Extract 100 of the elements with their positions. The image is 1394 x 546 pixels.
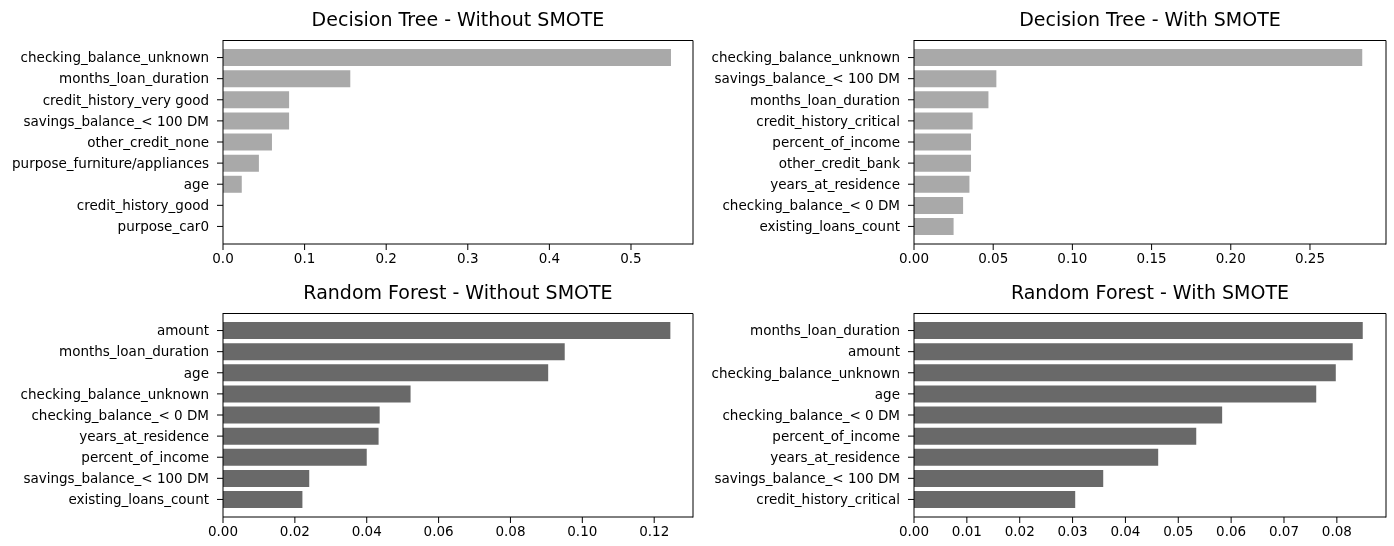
bar (223, 427, 379, 445)
bar (223, 385, 411, 403)
x-tick-label: 0.06 (423, 522, 454, 539)
bar (223, 448, 367, 466)
y-tick-label: other_credit_none (87, 133, 209, 150)
y-tick-label: purpose_furniture/appliances (12, 154, 209, 171)
y-tick-label: years_at_residence (770, 449, 900, 466)
bar (223, 49, 671, 67)
bar (914, 469, 1104, 487)
bar (223, 322, 671, 340)
y-tick-label: savings_balance_< 100 DM (23, 112, 209, 129)
x-tick-label: 0.10 (1057, 249, 1088, 266)
bar (914, 175, 970, 193)
y-tick-label: savings_balance_< 100 DM (714, 70, 900, 87)
x-tick-label: 0.02 (1004, 522, 1035, 539)
y-tick-label: age (183, 364, 209, 381)
bar (223, 364, 549, 382)
bar (914, 427, 1197, 445)
bar (223, 343, 565, 361)
y-tick-label: months_loan_duration (59, 343, 209, 360)
y-tick-label: savings_balance_< 100 DM (23, 470, 209, 487)
y-tick-label: savings_balance_< 100 DM (714, 470, 900, 487)
x-tick-label: 0.25 (1294, 249, 1325, 266)
x-tick-label: 0.00 (898, 249, 930, 266)
y-tick-label: amount (847, 343, 900, 360)
x-tick-label: 0.00 (898, 522, 930, 539)
y-tick-label: credit_history_very good (42, 91, 209, 108)
x-tick-label: 0.08 (1321, 522, 1352, 539)
bar (223, 491, 303, 508)
bar (223, 469, 310, 487)
x-tick-label: 0.07 (1268, 522, 1300, 539)
y-tick-label: checking_balance_unknown (711, 49, 900, 66)
y-tick-label: amount (156, 322, 209, 339)
y-tick-label: existing_loans_count (68, 491, 209, 508)
x-tick-label: 0.12 (639, 522, 670, 539)
bar (223, 112, 290, 130)
y-tick-label: checking_balance_< 0 DM (722, 406, 900, 423)
y-tick-label: months_loan_duration (59, 70, 209, 87)
chart-title: Random Forest - Without SMOTE (302, 281, 614, 303)
y-tick-label: years_at_residence (770, 176, 900, 193)
y-tick-label: credit_history_critical (756, 491, 900, 508)
bar (914, 218, 954, 235)
y-tick-label: purpose_car0 (117, 218, 209, 235)
x-tick-label: 0.05 (978, 249, 1009, 266)
bar (223, 133, 272, 151)
x-tick-label: 0.00 (207, 522, 239, 539)
bar (914, 91, 989, 109)
x-tick-label: 0.0 (212, 249, 234, 266)
bar (914, 364, 1336, 382)
x-tick-label: 0.5 (620, 249, 642, 266)
y-tick-label: months_loan_duration (750, 322, 900, 339)
y-tick-label: credit_history_good (76, 197, 209, 214)
bar (914, 448, 1159, 466)
bar (914, 133, 972, 151)
bar (914, 49, 1363, 67)
bar (223, 175, 242, 193)
bar (914, 406, 1223, 424)
y-tick-label: percent_of_income (81, 449, 209, 466)
bar (223, 154, 259, 172)
y-tick-label: existing_loans_count (759, 218, 900, 235)
y-tick-label: credit_history_critical (756, 112, 900, 129)
y-tick-label: other_credit_bank (778, 154, 901, 171)
x-tick-label: 0.03 (1057, 522, 1088, 539)
chart-title: Random Forest - With SMOTE (1009, 281, 1291, 303)
bar (914, 196, 964, 214)
x-tick-label: 0.1 (293, 249, 316, 266)
x-tick-label: 0.06 (1216, 522, 1247, 539)
x-tick-label: 0.4 (538, 249, 561, 266)
x-tick-label: 0.05 (1163, 522, 1194, 539)
y-tick-label: checking_balance_unknown (20, 385, 209, 402)
y-tick-label: age (874, 385, 900, 402)
bar (914, 343, 1353, 361)
bar (914, 112, 973, 130)
bar (223, 406, 380, 424)
chart-title: Decision Tree - With SMOTE (1018, 8, 1282, 30)
y-tick-label: checking_balance_unknown (711, 364, 900, 381)
y-tick-label: months_loan_duration (750, 91, 900, 108)
x-tick-label: 0.08 (495, 522, 526, 539)
x-tick-label: 0.2 (375, 249, 397, 266)
x-tick-label: 0.10 (567, 522, 598, 539)
y-tick-label: checking_balance_unknown (20, 49, 209, 66)
x-tick-label: 0.02 (279, 522, 310, 539)
bar (223, 70, 351, 88)
y-tick-label: percent_of_income (772, 133, 900, 150)
x-tick-label: 0.04 (1110, 522, 1141, 539)
bar (914, 154, 972, 172)
x-tick-label: 0.20 (1215, 249, 1246, 266)
y-tick-label: age (183, 176, 209, 193)
bar (914, 70, 997, 88)
x-tick-label: 0.15 (1136, 249, 1167, 266)
y-tick-label: percent_of_income (772, 427, 900, 444)
chart-title: Decision Tree - Without SMOTE (310, 8, 606, 30)
y-tick-label: checking_balance_< 0 DM (722, 197, 900, 214)
bar (914, 385, 1317, 403)
x-tick-label: 0.3 (457, 249, 479, 266)
x-tick-label: 0.04 (351, 522, 382, 539)
y-tick-label: years_at_residence (79, 427, 209, 444)
bar (914, 322, 1363, 340)
bar (914, 491, 1076, 508)
x-tick-label: 0.01 (951, 522, 982, 539)
